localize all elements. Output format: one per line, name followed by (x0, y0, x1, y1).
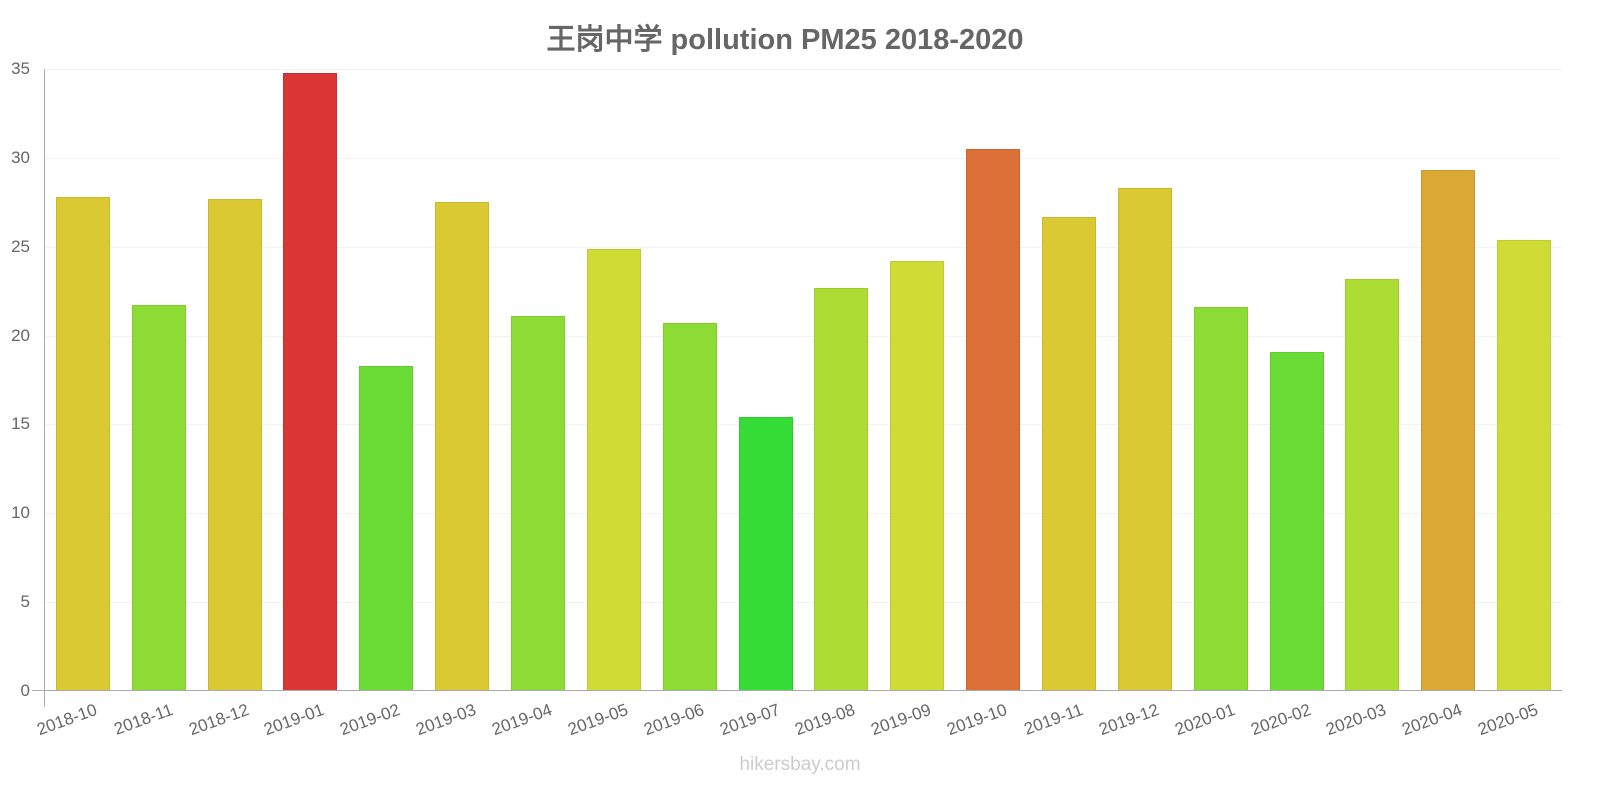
x-tick-label: 2020-05 (1475, 700, 1541, 740)
y-tick-label: 35 (11, 59, 30, 78)
bar-2020-01[interactable] (1193, 307, 1248, 691)
y-tick-label: 20 (11, 325, 30, 345)
gridline (45, 424, 1562, 426)
plot-area (45, 69, 1562, 691)
x-tick-label: 2018-11 (111, 700, 176, 739)
gridline (45, 69, 1562, 70)
x-tick-label: 2019-12 (1096, 700, 1162, 740)
y-tick-label: 25 (11, 236, 30, 256)
bar-2019-12[interactable] (1117, 188, 1172, 691)
x-tick-label: 2020-04 (1399, 700, 1465, 740)
y-axis-line (44, 69, 45, 707)
x-axis-line (32, 690, 1562, 691)
bar-2018-11[interactable] (131, 305, 186, 691)
gridline (45, 246, 1562, 248)
bar-2019-01[interactable] (283, 72, 338, 691)
bar-2019-11[interactable] (1041, 216, 1096, 691)
gridline (45, 602, 1562, 604)
bar-2020-03[interactable] (1345, 278, 1400, 691)
x-tick-label: 2019-03 (413, 700, 479, 740)
gridline (45, 335, 1562, 337)
x-tick-label: 2019-11 (1021, 700, 1086, 739)
bar-2019-05[interactable] (586, 248, 641, 691)
bar-2020-05[interactable] (1497, 239, 1552, 691)
bar-2019-09[interactable] (890, 260, 945, 691)
chart-title: 王岗中学 pollution PM25 2018-2020 (546, 24, 1024, 56)
bar-2019-10[interactable] (966, 148, 1021, 691)
bar-2020-04[interactable] (1421, 170, 1476, 691)
source-watermark: hikersbay.com (739, 754, 861, 775)
x-tick-label: 2019-07 (716, 700, 783, 740)
bar-2018-10[interactable] (55, 196, 110, 691)
bar-2019-03[interactable] (435, 202, 490, 691)
x-tick-label: 2020-01 (1172, 700, 1238, 740)
gridline (45, 513, 1562, 515)
y-tick-label: 15 (11, 414, 30, 434)
bar-2019-06[interactable] (662, 323, 717, 691)
bar-2019-07[interactable] (738, 417, 793, 691)
gridline (45, 157, 1562, 159)
x-tick-label: 2019-09 (868, 700, 934, 740)
bar-2019-02[interactable] (359, 365, 414, 691)
y-tick-label: 5 (20, 592, 30, 612)
bar-2020-02[interactable] (1269, 351, 1324, 691)
x-tick-label: 2019-10 (944, 700, 1010, 740)
x-tick-label: 2020-03 (1323, 700, 1389, 740)
x-tick-label: 2019-04 (489, 700, 555, 740)
y-tick-label: 0 (20, 681, 30, 700)
y-tick-label: 30 (11, 147, 30, 167)
x-tick-label: 2018-10 (34, 700, 100, 740)
bar-2018-12[interactable] (207, 198, 262, 691)
x-tick-label: 2019-02 (337, 700, 403, 740)
bar-2019-04[interactable] (511, 316, 566, 691)
x-tick-label: 2019-06 (641, 700, 707, 740)
y-tick-label: 10 (11, 503, 30, 523)
x-tick-label: 2018-12 (185, 700, 252, 740)
x-tick-label: 2019-08 (792, 700, 858, 740)
x-tick-label: 2019-05 (565, 700, 631, 740)
x-tick-label: 2020-02 (1247, 700, 1314, 740)
x-tick-label: 2019-01 (261, 700, 327, 740)
bar-2019-08[interactable] (814, 287, 869, 691)
